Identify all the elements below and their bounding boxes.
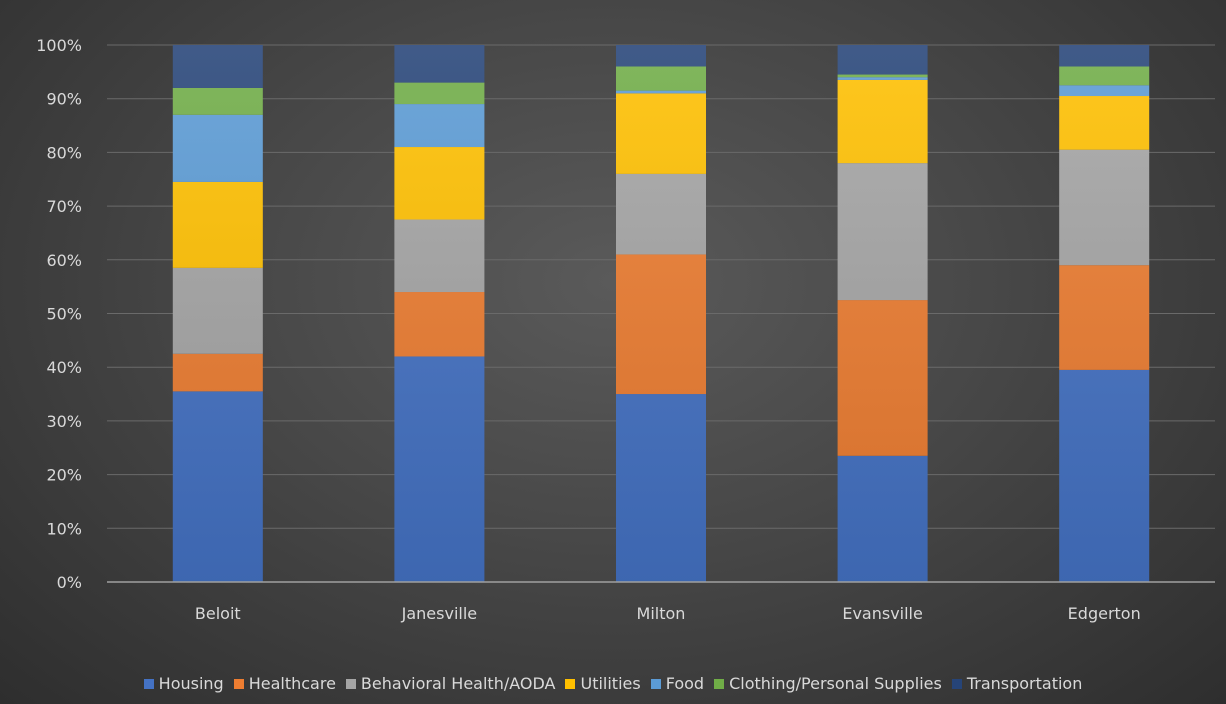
legend-label: Healthcare (248, 674, 336, 693)
y-tick-label: 20% (46, 466, 82, 485)
legend-label: Food (665, 674, 705, 693)
x-category-label: Evansville (842, 604, 923, 623)
y-tick-label: 90% (46, 90, 82, 109)
y-tick-label: 10% (46, 519, 82, 538)
bar-shading (616, 45, 706, 582)
legend-item[interactable]: Transportation (951, 674, 1083, 693)
legend-swatch (345, 678, 356, 689)
bar-shading (837, 45, 928, 582)
legend-swatch (714, 678, 725, 689)
y-tick-label: 70% (46, 197, 82, 216)
legend-swatch (143, 678, 154, 689)
legend-swatch (951, 678, 962, 689)
y-tick-label: 100% (36, 36, 82, 55)
legend-swatch (650, 678, 661, 689)
bar-shading (1059, 45, 1150, 582)
legend-item[interactable]: Clothing/Personal Supplies (714, 674, 942, 693)
legend-item[interactable]: Food (650, 674, 705, 693)
bar-shading (172, 45, 263, 582)
y-tick-label: 80% (46, 143, 82, 162)
legend-item[interactable]: Behavioral Health/AODA (345, 674, 556, 693)
legend-label: Housing (158, 674, 224, 693)
legend-item[interactable]: Healthcare (233, 674, 336, 693)
y-tick-label: 50% (46, 305, 82, 324)
legend-label: Transportation (966, 674, 1083, 693)
legend-label: Utilities (580, 674, 641, 693)
x-category-label: Janesville (401, 604, 478, 623)
x-category-label: Milton (637, 604, 686, 623)
legend-item[interactable]: Housing (143, 674, 224, 693)
x-category-label: Edgerton (1068, 604, 1141, 623)
legend-swatch (233, 678, 244, 689)
legend: Housing Healthcare Behavioral Health/AODA U… (0, 674, 1226, 693)
y-tick-label: 30% (46, 412, 82, 431)
bar-shading (394, 45, 485, 582)
legend-label: Clothing/Personal Supplies (729, 674, 942, 693)
x-category-label: Beloit (195, 604, 241, 623)
y-tick-label: 60% (46, 251, 82, 270)
legend-swatch (565, 678, 576, 689)
y-tick-label: 0% (57, 573, 82, 592)
legend-label: Behavioral Health/AODA (360, 674, 556, 693)
y-tick-label: 40% (46, 358, 82, 377)
legend-item[interactable]: Utilities (565, 674, 641, 693)
